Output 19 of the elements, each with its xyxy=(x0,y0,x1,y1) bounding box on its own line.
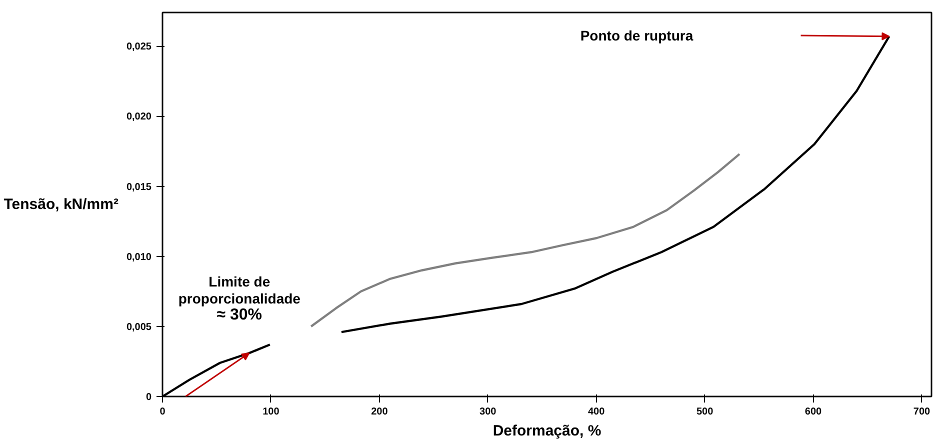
x-tick-label: 200 xyxy=(371,406,388,418)
line-series xyxy=(310,152,741,328)
annotation: Limite de proporcionalidade ≈ 30% xyxy=(178,274,301,324)
x-tick-label: 500 xyxy=(696,406,714,418)
annotation: Ponto de ruptura xyxy=(580,28,694,44)
y-tick-label: 0,005 xyxy=(126,322,152,333)
y-tick-label: 0,010 xyxy=(126,252,152,263)
x-tick-label: 400 xyxy=(588,406,606,418)
x-axis-title: Deformação, % xyxy=(492,422,602,440)
x-tick-label: 600 xyxy=(804,406,822,418)
y-tick-label: 0,025 xyxy=(126,42,152,53)
x-tick-label: 700 xyxy=(913,406,931,418)
y-tick-label: 0 xyxy=(146,392,152,403)
y-tick-label: 0,015 xyxy=(126,182,152,193)
x-tick-label: 300 xyxy=(480,406,497,418)
x-tick-label: 0 xyxy=(160,406,166,418)
y-axis-title: Tensão, kN/mm² xyxy=(4,196,118,213)
y-tick-label: 0,020 xyxy=(126,112,152,123)
x-tick-label: 100 xyxy=(262,406,280,418)
